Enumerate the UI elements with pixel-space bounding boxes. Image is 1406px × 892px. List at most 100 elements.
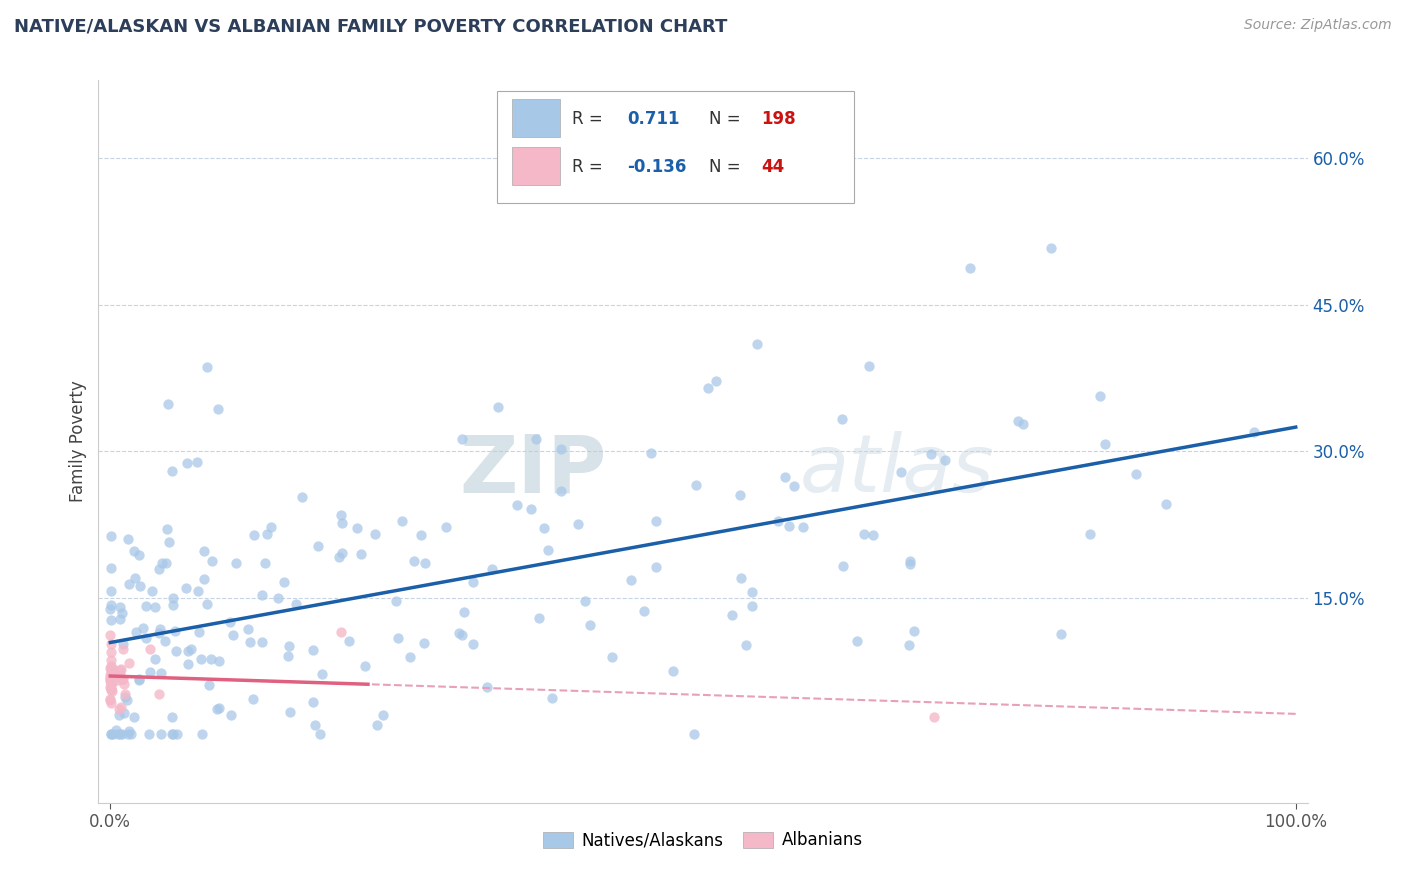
Point (100, 529, 122, 543)
Point (277, 648, 299, 663)
Point (277, 639, 299, 653)
Point (1088, 389, 1111, 403)
Point (898, 557, 921, 571)
Point (100, 659, 122, 673)
Point (107, 673, 129, 687)
Y-axis label: Family Poverty: Family Poverty (69, 381, 87, 502)
Point (302, 643, 325, 657)
Point (862, 527, 884, 541)
Point (550, 442, 572, 457)
Point (242, 691, 264, 706)
Point (273, 574, 295, 589)
Point (252, 635, 274, 649)
Point (520, 501, 543, 516)
Point (100, 662, 122, 676)
Point (107, 727, 129, 741)
Point (112, 676, 135, 690)
Text: -0.136: -0.136 (627, 158, 686, 176)
Point (267, 591, 290, 605)
Point (98, 628, 121, 642)
Point (128, 673, 150, 688)
Point (160, 727, 183, 741)
Point (117, 727, 139, 741)
Point (111, 606, 134, 620)
Text: 44: 44 (761, 158, 785, 176)
Point (125, 625, 148, 640)
Point (108, 612, 131, 626)
Point (328, 549, 350, 564)
Point (278, 706, 301, 720)
Point (110, 700, 132, 714)
Point (304, 718, 326, 732)
Point (208, 700, 231, 714)
Point (252, 588, 274, 602)
Point (853, 526, 876, 541)
Point (100, 672, 122, 686)
Point (143, 652, 166, 666)
Point (104, 723, 127, 738)
Point (846, 634, 869, 648)
Point (920, 447, 942, 461)
Point (157, 535, 180, 549)
Point (201, 554, 224, 568)
Point (645, 514, 668, 528)
Point (103, 666, 125, 681)
Point (391, 514, 413, 528)
Point (108, 599, 131, 614)
Point (101, 683, 124, 698)
Point (100, 727, 122, 741)
Point (100, 692, 122, 706)
Point (1049, 627, 1071, 641)
Point (353, 659, 375, 673)
Point (778, 519, 800, 533)
Point (219, 708, 242, 723)
Point (1243, 425, 1265, 439)
Point (662, 664, 685, 678)
Point (108, 663, 131, 677)
Point (122, 543, 145, 558)
Point (100, 670, 122, 684)
Point (1040, 240, 1063, 254)
Point (132, 621, 155, 635)
Point (1094, 437, 1116, 451)
Point (135, 631, 157, 645)
Point (141, 584, 163, 599)
Point (1007, 413, 1029, 427)
Point (108, 665, 131, 680)
Point (330, 516, 353, 530)
Point (148, 625, 170, 640)
Point (108, 702, 131, 716)
Point (620, 574, 643, 588)
Point (118, 657, 141, 671)
Point (190, 652, 212, 666)
Point (100, 653, 122, 667)
Point (364, 527, 387, 541)
Text: R =: R = (572, 158, 609, 176)
Point (135, 599, 157, 613)
Point (98, 661, 121, 675)
Point (404, 554, 426, 568)
Point (156, 397, 179, 411)
Point (412, 636, 434, 650)
Point (111, 641, 134, 656)
Point (160, 710, 183, 724)
Point (486, 400, 509, 414)
Point (111, 727, 134, 741)
Bar (512, 147, 561, 185)
Point (187, 583, 209, 598)
Point (399, 650, 422, 665)
Point (831, 412, 853, 426)
Point (105, 668, 128, 682)
Point (567, 517, 589, 532)
Text: Source: ZipAtlas.com: Source: ZipAtlas.com (1244, 18, 1392, 32)
Point (696, 381, 718, 395)
Point (256, 527, 278, 541)
Point (959, 260, 981, 275)
Point (124, 571, 146, 585)
Point (766, 514, 789, 528)
Point (100, 727, 122, 741)
Point (193, 544, 215, 558)
Point (148, 687, 170, 701)
Point (1078, 526, 1101, 541)
Point (98, 680, 121, 694)
